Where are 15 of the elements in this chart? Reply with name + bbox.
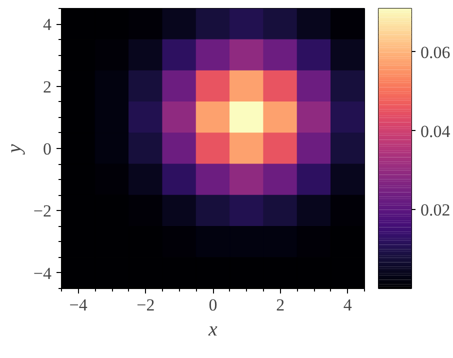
y-tick-label: 2 bbox=[43, 77, 52, 96]
y-axis-title: y bbox=[3, 144, 26, 155]
y-tick-label: 4 bbox=[43, 15, 52, 34]
x-tick-label: 0 bbox=[208, 296, 218, 314]
x-axis-title: x bbox=[208, 318, 218, 340]
x-tick-label: 4 bbox=[343, 296, 352, 314]
y-tick-label: −2 bbox=[33, 202, 52, 221]
x-tick-label: −4 bbox=[69, 296, 88, 314]
x-tick-label: −2 bbox=[136, 296, 155, 314]
y-tick-label: −4 bbox=[33, 264, 52, 283]
y-tick-label: 0 bbox=[43, 140, 52, 158]
color-bar-label: 0.06 bbox=[420, 42, 450, 62]
x-tick-label: 2 bbox=[276, 296, 285, 314]
color-bar-label: 0.04 bbox=[420, 122, 451, 141]
color-bar-label: 0.02 bbox=[420, 200, 450, 220]
